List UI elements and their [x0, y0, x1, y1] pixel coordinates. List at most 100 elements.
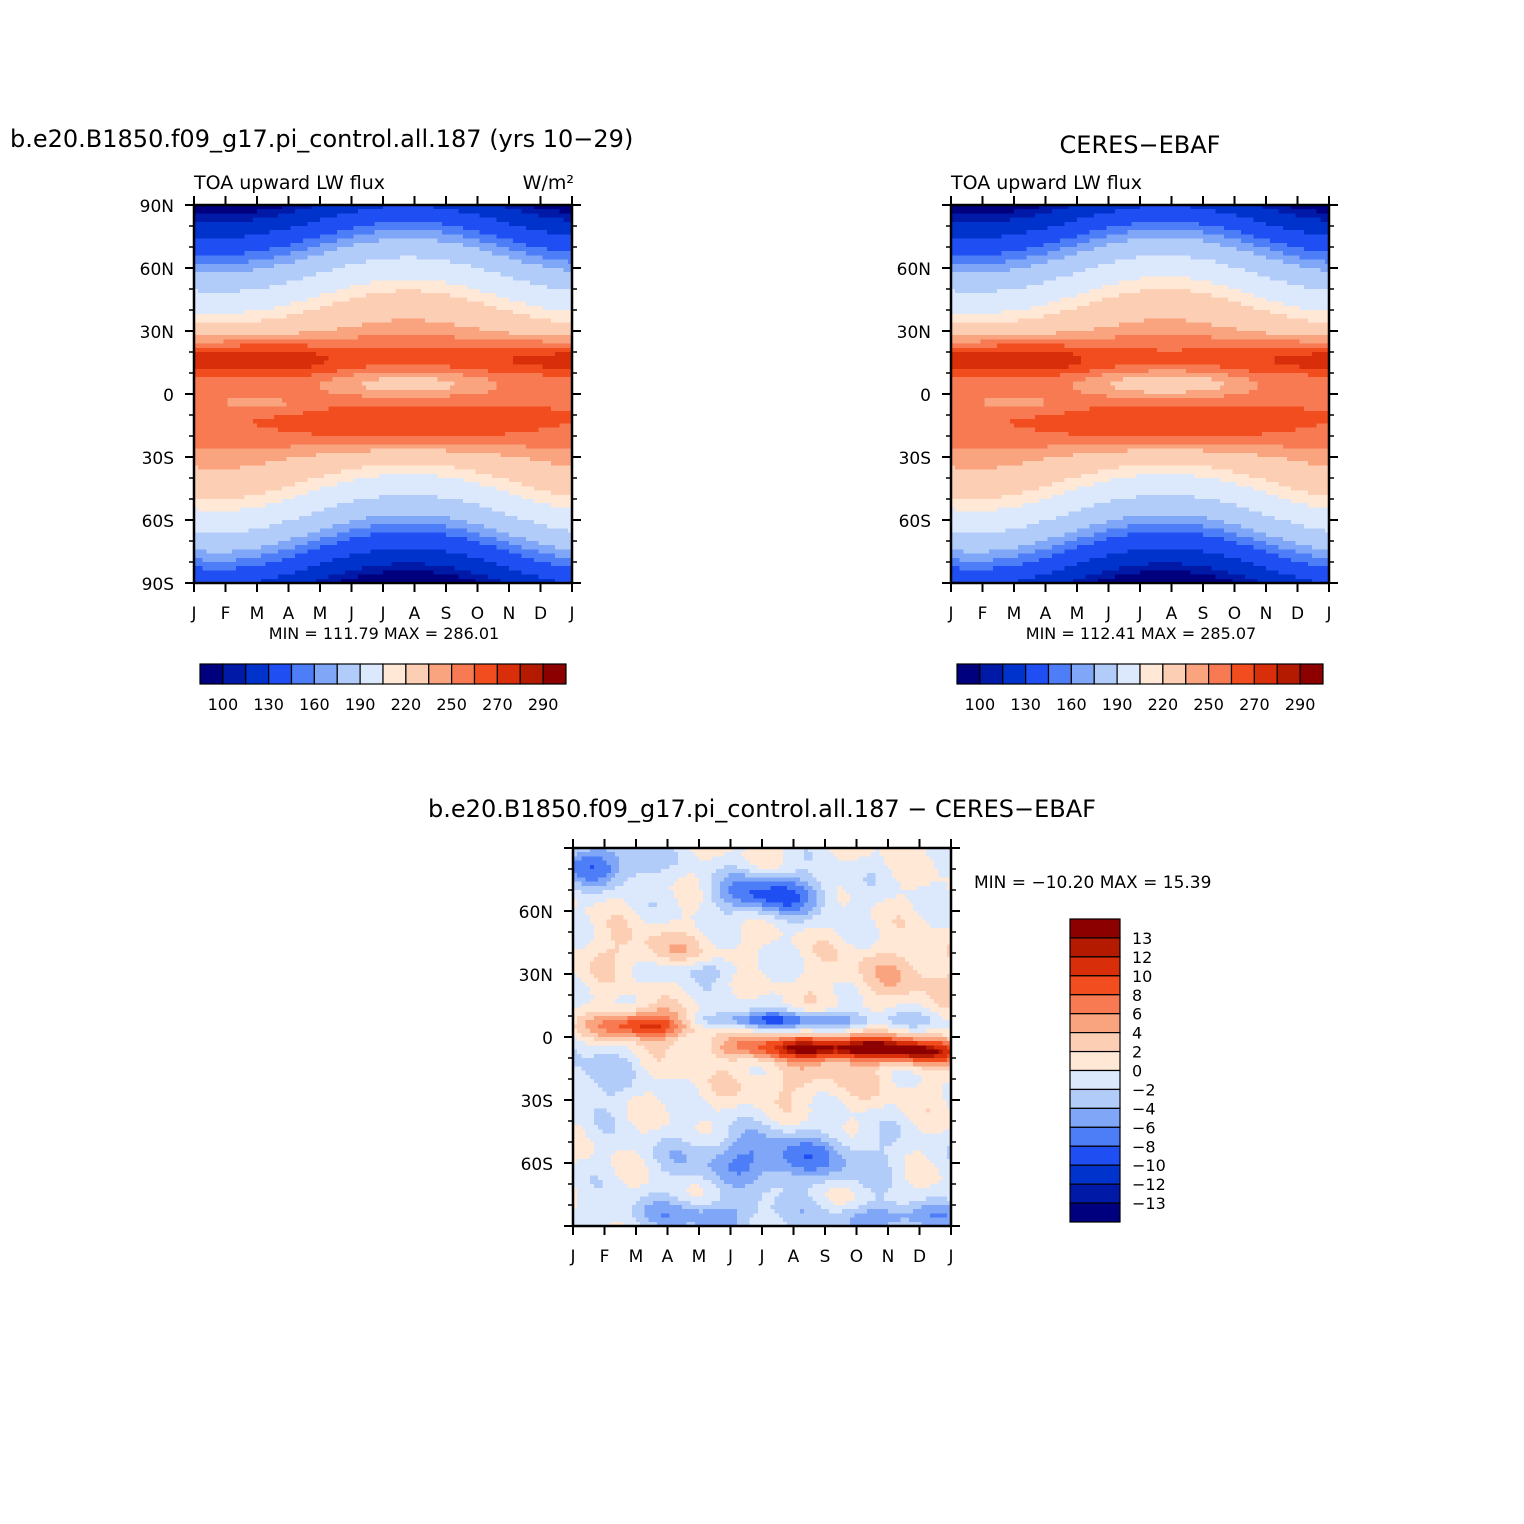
heatmap-cell [547, 381, 552, 386]
heatmap-cell [274, 411, 279, 416]
heatmap-cell [270, 264, 275, 269]
heatmap-cell [480, 327, 485, 332]
heatmap-cell [480, 310, 485, 315]
heatmap-cell [215, 226, 220, 231]
heatmap-cell [446, 323, 451, 328]
heatmap-cell [408, 268, 413, 273]
heatmap-cell [236, 234, 241, 239]
heatmap-cell [555, 339, 560, 344]
heatmap-cell [484, 314, 489, 319]
heatmap-cell [387, 222, 392, 227]
heatmap-cell [244, 310, 249, 315]
heatmap-cell [475, 402, 480, 407]
heatmap-cell [278, 407, 283, 412]
heatmap-cell [278, 314, 283, 319]
heatmap-cell [253, 432, 258, 437]
heatmap-cell [215, 352, 220, 357]
heatmap-cell [396, 260, 401, 265]
heatmap-cell [488, 234, 493, 239]
heatmap-cell [286, 226, 291, 231]
heatmap-cell [362, 419, 367, 424]
heatmap-cell [555, 281, 560, 286]
heatmap-cell [366, 327, 371, 332]
heatmap-cell [316, 398, 321, 403]
heatmap-cell [249, 281, 254, 286]
heatmap-cell [383, 239, 388, 244]
heatmap-cell [492, 218, 497, 223]
heatmap-cell [446, 281, 451, 286]
heatmap-cell [480, 373, 485, 378]
heatmap-cell [316, 260, 321, 265]
heatmap-cell [223, 428, 228, 433]
heatmap-cell [232, 268, 237, 273]
heatmap-cell [505, 243, 510, 248]
heatmap-cell [538, 306, 543, 311]
heatmap-cell [366, 314, 371, 319]
heatmap-cell [526, 373, 531, 378]
heatmap-cell [429, 243, 434, 248]
heatmap-cell [223, 234, 228, 239]
heatmap-cell [333, 436, 338, 441]
heatmap-cell [257, 386, 262, 391]
heatmap-cell [484, 310, 489, 315]
heatmap-cell [438, 222, 443, 227]
heatmap-cell [564, 239, 569, 244]
heatmap-cell [261, 213, 266, 218]
heatmap-cell [320, 297, 325, 302]
heatmap-cell [379, 209, 384, 214]
heatmap-cell [391, 285, 396, 290]
heatmap-cell [375, 407, 380, 412]
heatmap-cell [299, 436, 304, 441]
heatmap-cell [349, 302, 354, 307]
heatmap-cell [417, 230, 422, 235]
heatmap-cell [366, 264, 371, 269]
heatmap-cell [463, 272, 468, 277]
heatmap-cell [207, 411, 212, 416]
heatmap-cell [438, 331, 443, 336]
heatmap-cell [505, 398, 510, 403]
heatmap-cell [547, 327, 552, 332]
heatmap-cell [513, 239, 518, 244]
heatmap-cell [223, 381, 228, 386]
heatmap-cell [261, 398, 266, 403]
heatmap-cell [333, 268, 338, 273]
heatmap-cell [228, 281, 233, 286]
heatmap-cell [404, 394, 409, 399]
heatmap-cell [299, 415, 304, 420]
heatmap-cell [328, 239, 333, 244]
heatmap-cell [412, 297, 417, 302]
heatmap-cell [337, 369, 342, 374]
heatmap-cell [467, 247, 472, 252]
heatmap-cell [253, 352, 258, 357]
heatmap-cell [202, 222, 207, 227]
heatmap-cell [505, 428, 510, 433]
heatmap-cell [400, 306, 405, 311]
heatmap-cell [358, 423, 363, 428]
heatmap-cell [207, 255, 212, 260]
heatmap-cell [429, 339, 434, 344]
heatmap-cell [467, 310, 472, 315]
heatmap-cell [261, 369, 266, 374]
heatmap-cell [517, 377, 522, 382]
heatmap-cell [236, 402, 241, 407]
heatmap-cell [257, 264, 262, 269]
heatmap-cell [421, 264, 426, 269]
heatmap-cell [492, 386, 497, 391]
heatmap-cell [278, 243, 283, 248]
heatmap-cell [366, 339, 371, 344]
heatmap-cell [362, 415, 367, 420]
heatmap-cell [391, 402, 396, 407]
heatmap-cell [299, 369, 304, 374]
heatmap-cell [492, 247, 497, 252]
heatmap-cell [404, 423, 409, 428]
heatmap-cell [223, 230, 228, 235]
heatmap-cell [261, 331, 266, 336]
heatmap-cell [383, 234, 388, 239]
heatmap-cell [421, 432, 426, 437]
heatmap-cell [547, 222, 552, 227]
heatmap-cell [215, 428, 220, 433]
heatmap-cell [228, 331, 233, 336]
heatmap-cell [215, 276, 220, 281]
heatmap-cell [370, 268, 375, 273]
